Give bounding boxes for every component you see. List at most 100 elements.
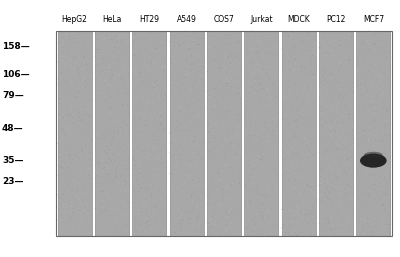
Point [116, 194, 122, 198]
Point [190, 33, 197, 37]
Point [236, 169, 242, 173]
Point [211, 56, 218, 60]
Point [152, 41, 159, 45]
Point [212, 58, 218, 62]
Point [344, 151, 350, 155]
Point [182, 152, 188, 156]
Point [310, 90, 316, 94]
Point [118, 204, 124, 208]
Point [296, 171, 302, 175]
Point [386, 87, 392, 91]
Point [329, 76, 335, 80]
Point [65, 50, 72, 54]
Point [120, 134, 127, 138]
Point [139, 64, 145, 68]
Point [306, 117, 312, 121]
Point [293, 117, 300, 121]
Point [363, 159, 369, 163]
Point [106, 135, 113, 139]
Point [193, 46, 199, 50]
Point [180, 134, 186, 138]
Point [319, 140, 326, 144]
Point [142, 176, 149, 180]
Point [308, 133, 315, 137]
Point [281, 232, 287, 236]
Point [131, 38, 137, 42]
Point [139, 172, 146, 176]
Point [382, 226, 388, 230]
Point [369, 95, 376, 99]
Point [199, 89, 205, 93]
Point [289, 106, 295, 110]
Point [378, 155, 384, 160]
Point [86, 198, 92, 202]
Point [291, 58, 297, 62]
Point [139, 90, 146, 94]
Point [348, 60, 354, 65]
Point [174, 165, 180, 169]
Point [55, 173, 61, 178]
Point [387, 123, 393, 127]
Point [141, 47, 148, 51]
Point [155, 95, 162, 99]
Point [354, 86, 360, 90]
Point [345, 32, 352, 36]
Point [288, 59, 294, 63]
Point [325, 189, 331, 194]
Point [155, 157, 162, 161]
Point [179, 137, 185, 141]
Point [284, 52, 291, 56]
Point [330, 208, 337, 212]
Point [301, 164, 307, 168]
Point [115, 57, 122, 61]
Point [357, 96, 363, 100]
Point [171, 40, 178, 44]
Point [109, 231, 115, 235]
Point [171, 150, 178, 154]
Point [200, 127, 206, 131]
Point [177, 106, 184, 110]
Point [220, 141, 226, 145]
Point [134, 206, 141, 210]
Point [230, 101, 236, 105]
Point [129, 216, 136, 220]
Point [73, 56, 80, 60]
Point [262, 190, 268, 194]
Point [368, 128, 374, 133]
Point [208, 59, 214, 63]
Point [114, 79, 120, 84]
Point [302, 171, 308, 175]
Point [213, 38, 219, 42]
Point [360, 41, 366, 45]
Point [86, 149, 92, 153]
Point [66, 118, 72, 122]
Point [122, 73, 128, 77]
Point [387, 170, 393, 175]
Point [75, 216, 81, 220]
Point [235, 91, 241, 95]
Point [293, 170, 300, 175]
Point [180, 214, 187, 218]
Point [174, 39, 181, 43]
Point [137, 222, 144, 226]
Point [208, 170, 214, 174]
Point [99, 212, 106, 216]
Point [318, 151, 324, 155]
Point [371, 112, 377, 116]
Point [252, 231, 258, 235]
Point [105, 200, 111, 204]
Point [366, 139, 373, 143]
Point [176, 170, 183, 175]
Point [65, 165, 72, 169]
Point [100, 172, 106, 176]
Point [87, 177, 93, 181]
Point [329, 107, 336, 111]
Point [73, 189, 80, 193]
Point [205, 192, 212, 196]
Point [112, 207, 118, 212]
Point [106, 86, 112, 90]
Point [334, 141, 341, 145]
Point [330, 233, 337, 237]
Point [171, 108, 178, 112]
Point [136, 221, 143, 225]
